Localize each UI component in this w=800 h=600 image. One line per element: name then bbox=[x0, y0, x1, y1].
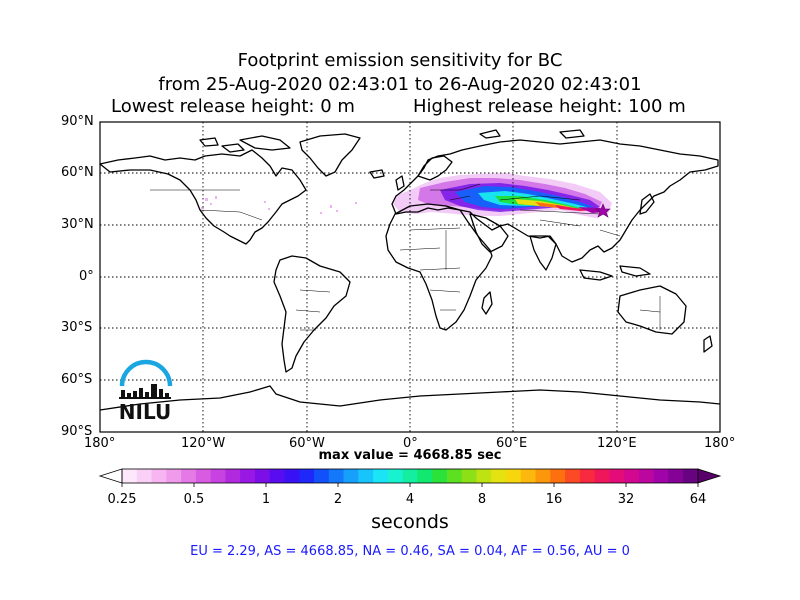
colorbar-segment bbox=[284, 469, 300, 483]
colorbar-segment bbox=[461, 469, 478, 483]
colorbar-segment bbox=[166, 469, 182, 483]
colorbar-over-arrow bbox=[697, 468, 722, 484]
colorbar-segment bbox=[594, 469, 610, 483]
map-title-line-2: from 25-Aug-2020 02:43:01 to 26-Aug-2020… bbox=[158, 74, 642, 95]
colorbar-segment bbox=[506, 469, 522, 483]
colorbar-segment bbox=[136, 469, 153, 483]
lat-label-90n: 90°N bbox=[61, 114, 94, 129]
map-title-line-1: Footprint emission sensitivity for BC bbox=[237, 50, 563, 71]
colorbar-segment bbox=[151, 469, 167, 483]
colorbar-segment bbox=[624, 469, 640, 483]
colorbar-segment bbox=[550, 469, 566, 483]
lat-label-60n: 60°N bbox=[61, 165, 94, 180]
graticule bbox=[100, 122, 720, 432]
colorbar-segment bbox=[417, 469, 433, 483]
lat-label-90s: 90°S bbox=[61, 424, 93, 439]
colorbar-tick-label: 8 bbox=[477, 492, 487, 507]
colorbar bbox=[98, 468, 722, 487]
colorbar-segment bbox=[638, 469, 655, 483]
colorbar-segment bbox=[609, 469, 625, 483]
footprint-plume bbox=[201, 173, 612, 218]
colorbar-segment bbox=[565, 469, 581, 483]
lowest-release-height: Lowest release height: 0 m bbox=[111, 96, 355, 117]
lon-label-180w: 180° bbox=[84, 436, 116, 451]
nilu-logo-text: NILU bbox=[119, 400, 171, 424]
lat-label-30s: 30°S bbox=[61, 320, 93, 335]
colorbar-segment bbox=[343, 469, 359, 483]
colorbar-segment bbox=[373, 469, 389, 483]
colorbar-segment bbox=[653, 469, 670, 483]
highest-release-height: Highest release height: 100 m bbox=[413, 96, 686, 117]
region-stats: EU = 2.29, AS = 4668.85, NA = 0.46, SA =… bbox=[190, 544, 630, 559]
colorbar-segment bbox=[240, 469, 256, 483]
colorbar-segment bbox=[269, 469, 286, 483]
release-point-star bbox=[595, 203, 611, 218]
colorbar-segment bbox=[328, 469, 345, 483]
colorbar-segment bbox=[210, 469, 226, 483]
colorbar-units-label: seconds bbox=[371, 511, 449, 533]
colorbar-segment bbox=[122, 469, 138, 483]
coastlines bbox=[99, 129, 721, 411]
colorbar-segment bbox=[225, 469, 241, 483]
colorbar-segment bbox=[254, 469, 271, 483]
lon-label-180e: 180° bbox=[704, 436, 736, 451]
colorbar-tick-label: 16 bbox=[545, 492, 563, 507]
colorbar-segment bbox=[579, 469, 596, 483]
lat-label-30n: 30°N bbox=[61, 217, 94, 232]
lat-label-0: 0° bbox=[79, 269, 94, 284]
colorbar-segment bbox=[181, 469, 197, 483]
country-borders bbox=[150, 183, 661, 331]
colorbar-segment bbox=[432, 469, 448, 483]
colorbar-under-arrow bbox=[98, 468, 123, 484]
colorbar-segment bbox=[358, 469, 374, 483]
colorbar-tick-label: 2 bbox=[333, 492, 343, 507]
lon-label-120w: 120°W bbox=[181, 436, 226, 451]
colorbar-segment bbox=[195, 469, 212, 483]
colorbar-tick-label: 0.25 bbox=[107, 492, 137, 507]
colorbar-segment bbox=[387, 469, 404, 483]
colorbar-tick-label: 4 bbox=[405, 492, 415, 507]
colorbar-segment bbox=[476, 469, 492, 483]
colorbar-tick-label: 32 bbox=[617, 492, 635, 507]
colorbar-tick-label: 64 bbox=[689, 492, 707, 507]
colorbar-segment bbox=[446, 469, 463, 483]
colorbar-segment bbox=[683, 469, 699, 483]
colorbar-segment bbox=[520, 469, 537, 483]
colorbar-segment bbox=[535, 469, 551, 483]
colorbar-tick-label: 0.5 bbox=[183, 492, 205, 507]
lon-label-120e: 120°E bbox=[597, 436, 637, 451]
colorbar-tick-label: 1 bbox=[261, 492, 271, 507]
lon-label-60w: 60°W bbox=[289, 436, 325, 451]
colorbar-segment bbox=[314, 469, 330, 483]
colorbar-segment bbox=[299, 469, 315, 483]
map-frame bbox=[99, 121, 721, 433]
colorbar-segment bbox=[402, 469, 418, 483]
lon-label-60e: 60°E bbox=[496, 436, 528, 451]
nilu-logo: NILU bbox=[119, 359, 173, 424]
colorbar-segment bbox=[668, 469, 684, 483]
max-value-label: max value = 4668.85 sec bbox=[318, 448, 502, 463]
colorbar-segment bbox=[491, 469, 507, 483]
lon-label-0: 0° bbox=[403, 436, 418, 451]
lat-label-60s: 60°S bbox=[61, 372, 93, 387]
